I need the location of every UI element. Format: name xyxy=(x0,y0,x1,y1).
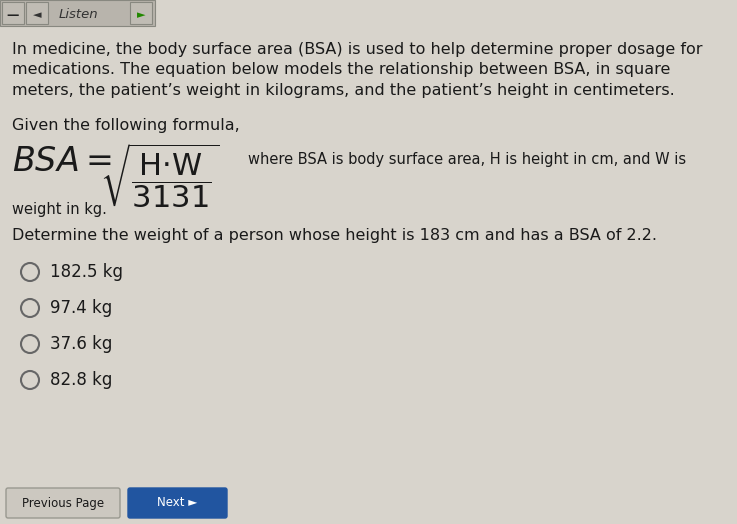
FancyBboxPatch shape xyxy=(2,2,24,24)
FancyBboxPatch shape xyxy=(130,2,152,24)
Text: ◄: ◄ xyxy=(32,10,41,20)
Text: weight in kg.: weight in kg. xyxy=(12,202,107,217)
Text: Given the following formula,: Given the following formula, xyxy=(12,118,240,133)
Text: In medicine, the body surface area (BSA) is used to help determine proper dosage: In medicine, the body surface area (BSA)… xyxy=(12,42,702,98)
FancyBboxPatch shape xyxy=(26,2,48,24)
Text: 82.8 kg: 82.8 kg xyxy=(50,371,112,389)
Text: Determine the weight of a person whose height is 183 cm and has a BSA of 2.2.: Determine the weight of a person whose h… xyxy=(12,228,657,243)
Text: ►: ► xyxy=(137,10,145,20)
Text: Next ►: Next ► xyxy=(157,497,197,509)
Text: 97.4 kg: 97.4 kg xyxy=(50,299,112,317)
FancyBboxPatch shape xyxy=(128,488,227,518)
FancyBboxPatch shape xyxy=(6,488,120,518)
Text: $\sqrt{\dfrac{\mathrm{H{\cdot}W}}{3131}}$: $\sqrt{\dfrac{\mathrm{H{\cdot}W}}{3131}}… xyxy=(100,142,219,210)
Text: 37.6 kg: 37.6 kg xyxy=(50,335,112,353)
Text: Listen: Listen xyxy=(58,7,98,20)
Text: $\mathbf{\mathit{BSA}} =$: $\mathbf{\mathit{BSA}} =$ xyxy=(12,145,112,178)
Text: where BSA is body surface area, H is height in cm, and W is: where BSA is body surface area, H is hei… xyxy=(248,152,686,167)
Text: Previous Page: Previous Page xyxy=(22,497,104,509)
Text: 182.5 kg: 182.5 kg xyxy=(50,263,123,281)
FancyBboxPatch shape xyxy=(0,0,155,26)
Text: —: — xyxy=(7,8,19,21)
